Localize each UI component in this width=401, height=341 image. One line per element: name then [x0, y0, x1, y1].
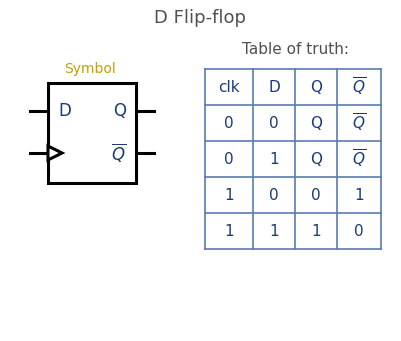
Text: 0: 0 [269, 188, 279, 203]
Text: 0: 0 [354, 223, 364, 238]
Text: 1: 1 [269, 151, 279, 166]
Text: 0: 0 [269, 116, 279, 131]
Text: Q: Q [113, 102, 126, 120]
Text: clk: clk [218, 79, 240, 94]
Bar [48, 83, 136, 183]
Text: 1: 1 [311, 223, 321, 238]
Text: 1: 1 [269, 223, 279, 238]
Polygon shape [48, 146, 62, 160]
Text: 0: 0 [224, 116, 234, 131]
Text: 1: 1 [224, 188, 234, 203]
Text: D: D [58, 102, 71, 120]
Text: $\overline{Q}$: $\overline{Q}$ [352, 76, 366, 98]
Text: Symbol: Symbol [64, 62, 116, 76]
Text: 1: 1 [354, 188, 364, 203]
Text: Q: Q [310, 116, 322, 131]
Text: Q: Q [310, 79, 322, 94]
Text: D Flip-flop: D Flip-flop [154, 9, 246, 27]
Text: 0: 0 [311, 188, 321, 203]
Text: $\overline{Q}$: $\overline{Q}$ [352, 112, 366, 134]
Text: $\overline{Q}$: $\overline{Q}$ [352, 148, 366, 170]
Text: 1: 1 [224, 223, 234, 238]
Text: D: D [268, 79, 280, 94]
Text: Q: Q [310, 151, 322, 166]
Text: Table of truth:: Table of truth: [241, 42, 348, 57]
Text: 0: 0 [224, 151, 234, 166]
Text: $\overline{Q}$: $\overline{Q}$ [111, 142, 126, 164]
